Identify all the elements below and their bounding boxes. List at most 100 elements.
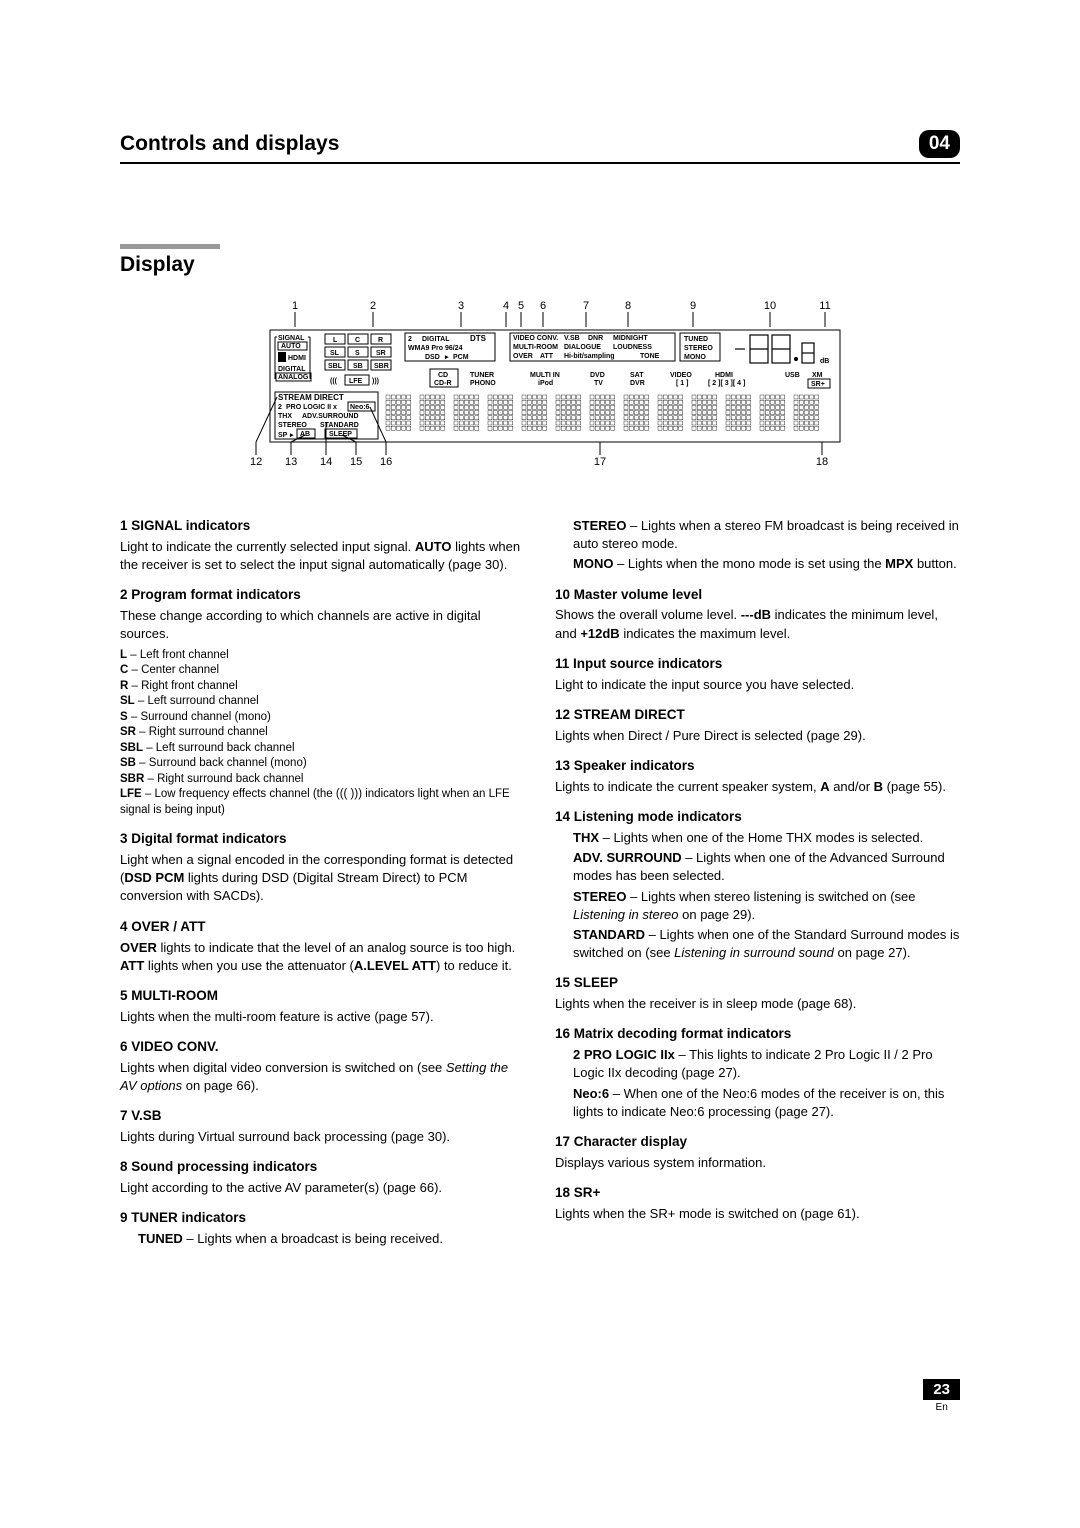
svg-text:STEREO: STEREO	[278, 422, 307, 429]
svg-text:TUNED: TUNED	[684, 336, 708, 343]
item-1-text: Light to indicate the currently selected…	[120, 538, 525, 574]
body-columns: 1 SIGNAL indicators Light to indicate th…	[120, 517, 960, 1251]
right-column: STEREO – Lights when a stereo FM broadca…	[555, 517, 960, 1251]
item-18-text: Lights when the SR+ mode is switched on …	[555, 1205, 960, 1223]
item-13-text: Lights to indicate the current speaker s…	[555, 778, 960, 796]
svg-text:SP: SP	[278, 432, 288, 439]
svg-text:HDMI: HDMI	[715, 372, 733, 379]
svg-text:OVER: OVER	[513, 353, 533, 360]
callout-17: 17	[594, 456, 606, 468]
svg-text:SBL: SBL	[328, 363, 343, 370]
item-3-text: Light when a signal encoded in the corre…	[120, 851, 525, 906]
svg-text:L: L	[333, 337, 338, 344]
db-label: dB	[820, 358, 829, 365]
svg-text:MIDNIGHT: MIDNIGHT	[613, 335, 648, 342]
svg-text:S: S	[355, 350, 360, 357]
callout-1: 1	[292, 300, 298, 312]
svg-text:R: R	[378, 337, 383, 344]
item-11-heading: 11 Input source indicators	[555, 655, 960, 674]
master-volume	[735, 335, 814, 363]
channel-list: L – Left front channel C – Center channe…	[120, 648, 525, 819]
status-block: VIDEO CONV. V.SB DNR MIDNIGHT MULTI-ROOM…	[510, 333, 675, 361]
item-4-text: OVER lights to indicate that the level o…	[120, 939, 525, 975]
callout-14: 14	[320, 456, 332, 468]
item-6-heading: 6 VIDEO CONV.	[120, 1038, 525, 1057]
item-9b-mono: MONO – Lights when the mono mode is set …	[573, 555, 960, 573]
cd-block: CD CD-R	[430, 369, 458, 387]
svg-text:PHONO: PHONO	[470, 380, 496, 387]
svg-text:STEREO: STEREO	[684, 345, 713, 352]
item-9-heading: 9 TUNER indicators	[120, 1209, 525, 1228]
item-8-heading: 8 Sound processing indicators	[120, 1158, 525, 1177]
svg-text:▸: ▸	[444, 354, 449, 361]
item-14a: THX – Lights when one of the Home THX mo…	[573, 829, 960, 847]
callout-12: 12	[250, 456, 262, 468]
callout-15: 15	[350, 456, 362, 468]
svg-text:DVR: DVR	[630, 380, 645, 387]
svg-text:WMA9 Pro 96/24: WMA9 Pro 96/24	[408, 345, 463, 352]
svg-text:HDMI: HDMI	[288, 355, 306, 362]
item-10-heading: 10 Master volume level	[555, 586, 960, 605]
svg-text:DSD: DSD	[425, 354, 440, 361]
item-17-text: Displays various system information.	[555, 1154, 960, 1172]
svg-text:ANALOG: ANALOG	[278, 374, 309, 381]
callout-4: 4	[503, 300, 509, 312]
svg-text:2: 2	[278, 404, 282, 411]
item-5-text: Lights when the multi-room feature is ac…	[120, 1008, 525, 1026]
svg-text:))): )))	[372, 378, 379, 385]
svg-text:DIALOGUE: DIALOGUE	[564, 344, 601, 351]
svg-text:Neo:6: Neo:6	[350, 404, 370, 411]
channel-grid: L C R SL S SR SBL SB SBR ((( LFE )))	[325, 334, 391, 385]
callout-3: 3	[458, 300, 464, 312]
svg-text:▸: ▸	[289, 432, 294, 439]
callout-11: 11	[819, 300, 830, 312]
svg-text:THX: THX	[278, 413, 292, 420]
svg-text:TV: TV	[594, 380, 603, 387]
signal-block: SIGNAL AUTO HDMI DIGITAL ANALOG	[275, 335, 311, 381]
callout-2: 2	[370, 300, 376, 312]
svg-text:iPod: iPod	[538, 380, 553, 387]
item-12-text: Lights when Direct / Pure Direct is sele…	[555, 727, 960, 745]
svg-text:SAT: SAT	[630, 372, 644, 379]
svg-text:DVD: DVD	[590, 372, 605, 379]
section-title: Display	[120, 253, 960, 277]
dot-matrix-generated	[386, 395, 819, 430]
svg-text:DIGITAL: DIGITAL	[278, 366, 306, 373]
callout-6: 6	[540, 300, 546, 312]
item-14d: STANDARD – Lights when one of the Standa…	[573, 926, 960, 962]
svg-text:AUTO: AUTO	[281, 343, 301, 350]
svg-text:SBR: SBR	[374, 363, 389, 370]
callout-10: 10	[764, 300, 776, 312]
svg-text:[ 2 ][ 3 ][ 4 ]: [ 2 ][ 3 ][ 4 ]	[708, 380, 745, 387]
svg-text:Hi-bit/sampling: Hi-bit/sampling	[564, 353, 615, 360]
header-title: Controls and displays	[120, 132, 339, 156]
svg-text:SB: SB	[353, 363, 363, 370]
callout-7: 7	[583, 300, 589, 312]
svg-text:STREAM DIRECT: STREAM DIRECT	[278, 393, 344, 402]
svg-text:(((: (((	[330, 378, 338, 385]
item-17-heading: 17 Character display	[555, 1133, 960, 1152]
svg-text:TUNER: TUNER	[470, 372, 494, 379]
item-8-text: Light according to the active AV paramet…	[120, 1179, 525, 1197]
svg-text:PCM: PCM	[453, 354, 469, 361]
page-header: Controls and displays 04	[120, 130, 960, 164]
svg-text:USB: USB	[785, 372, 800, 379]
callout-16: 16	[380, 456, 392, 468]
svg-text:LOUDNESS: LOUDNESS	[613, 344, 652, 351]
item-9b-stereo: STEREO – Lights when a stereo FM broadca…	[573, 517, 960, 553]
svg-text:LFE: LFE	[349, 378, 363, 385]
callout-5: 5	[518, 300, 524, 312]
item-3-heading: 3 Digital format indicators	[120, 830, 525, 849]
item-7-heading: 7 V.SB	[120, 1107, 525, 1126]
svg-text:XM: XM	[812, 372, 823, 379]
svg-text:CD: CD	[438, 372, 448, 379]
svg-text:C: C	[355, 337, 360, 344]
item-7-text: Lights during Virtual surround back proc…	[120, 1128, 525, 1146]
callout-18: 18	[816, 456, 828, 468]
item-9-text: TUNED – Lights when a broadcast is being…	[138, 1230, 525, 1248]
svg-text:SLEEP: SLEEP	[329, 431, 352, 438]
item-2-heading: 2 Program format indicators	[120, 586, 525, 605]
left-column: 1 SIGNAL indicators Light to indicate th…	[120, 517, 525, 1251]
svg-text:PRO LOGIC II x: PRO LOGIC II x	[286, 404, 337, 411]
svg-text:ADV.SURROUND: ADV.SURROUND	[302, 413, 359, 420]
